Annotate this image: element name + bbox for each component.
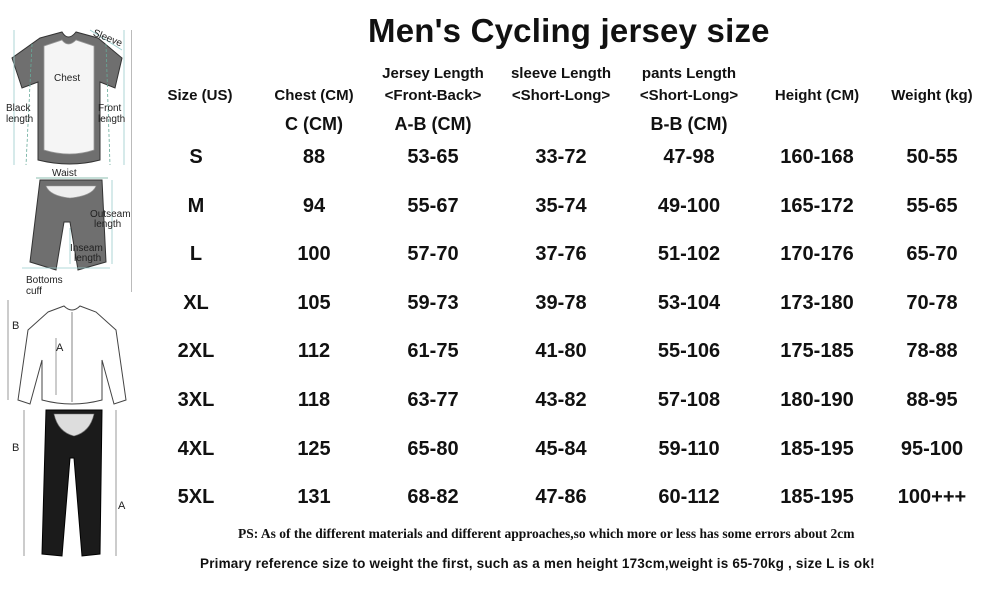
cell-jersey-length: 61-75 <box>407 340 459 362</box>
cell-pants-length: 51-102 <box>657 243 721 265</box>
cell-weight: 100+++ <box>897 486 967 508</box>
cell-weight: 95-100 <box>900 438 964 460</box>
cell-jersey-length: 65-80 <box>407 438 459 460</box>
header-weight: Weight (kg) <box>891 87 973 104</box>
cell-weight: 65-70 <box>906 243 958 265</box>
cell-chest: 105 <box>297 292 331 314</box>
subheader-pants: B-B (CM) <box>650 114 728 134</box>
garment-diagrams: Sleeve Chest Black length Front length W… <box>0 0 135 601</box>
cell-height: 160-168 <box>780 146 854 168</box>
inseam-label-1: Inseam <box>70 243 103 254</box>
cell-size: S <box>189 146 203 168</box>
cell-chest: 118 <box>297 389 331 411</box>
long-pants-drawing <box>23 409 117 557</box>
inseam-label-2: length <box>74 253 102 264</box>
cell-chest: 112 <box>297 340 331 362</box>
cell-height: 175-185 <box>780 340 854 362</box>
cell-size: L <box>189 243 203 265</box>
jersey-a-marker: A <box>56 342 64 354</box>
header-height: Height (CM) <box>774 87 860 104</box>
garment-illustration <box>7 29 127 557</box>
chest-label: Chest <box>54 73 81 84</box>
long-sleeve-jersey-drawing <box>7 300 127 405</box>
cell-height: 185-195 <box>780 438 854 460</box>
header-size: Size (US) <box>167 87 233 104</box>
cell-height: 170-176 <box>780 243 854 265</box>
back-length-label-2: length <box>6 114 34 125</box>
cell-weight: 88-95 <box>906 389 958 411</box>
cell-jersey-length: 53-65 <box>407 146 459 168</box>
cell-jersey-length: 55-67 <box>407 195 459 217</box>
pants-a-marker: A <box>118 500 126 512</box>
outseam-label-2: length <box>94 219 122 230</box>
cell-chest: 131 <box>297 486 331 508</box>
ps-note: PS: As of the different materials and di… <box>238 526 855 541</box>
page-title: Men's Cycling jersey size <box>368 12 770 49</box>
cell-weight: 70-78 <box>906 292 958 314</box>
cell-pants-length: 47-98 <box>663 146 715 168</box>
header-pants-length: pants Length <box>641 65 737 82</box>
waist-label: Waist <box>52 168 77 179</box>
header-pants-range: <Short-Long> <box>639 87 739 104</box>
cell-sleeve-length: 35-74 <box>535 195 587 217</box>
cell-size: 4XL <box>177 438 215 460</box>
cell-weight: 78-88 <box>906 340 958 362</box>
cell-height: 173-180 <box>780 292 854 314</box>
cell-jersey-length: 63-77 <box>407 389 459 411</box>
outseam-label-1: Outseam <box>90 209 131 220</box>
pants-b-marker: B <box>12 442 20 454</box>
cell-sleeve-length: 33-72 <box>535 146 587 168</box>
cell-sleeve-length: 37-76 <box>535 243 587 265</box>
cell-pants-length: 59-110 <box>658 438 720 460</box>
header-sleeve-length: sleeve Length <box>510 65 612 82</box>
front-length-label-2: length <box>98 114 126 125</box>
cell-size: 2XL <box>177 340 215 362</box>
shorts-drawing <box>22 177 113 271</box>
cell-chest: 125 <box>297 438 331 460</box>
primary-reference-note: Primary reference size to weight the fir… <box>200 556 875 571</box>
back-length-label-1: Black <box>6 103 31 114</box>
cell-sleeve-length: 43-82 <box>535 389 587 411</box>
cell-sleeve-length: 39-78 <box>535 292 587 314</box>
cell-sleeve-length: 45-84 <box>535 438 587 460</box>
cell-height: 180-190 <box>780 389 854 411</box>
cell-chest: 88 <box>302 146 326 168</box>
jersey-b-marker: B <box>12 320 20 332</box>
bottoms-cuff-label-1: Bottoms <box>26 275 63 286</box>
cell-height: 165-172 <box>780 195 854 217</box>
cell-sleeve-length: 47-86 <box>535 486 587 508</box>
cell-size: 3XL <box>177 389 215 411</box>
header-sleeve-range: <Short-Long> <box>511 87 611 104</box>
cell-chest: 94 <box>302 195 326 217</box>
front-length-label-1: Front <box>98 103 122 114</box>
cell-size: XL <box>183 292 209 314</box>
cell-pants-length: 53-104 <box>657 292 721 314</box>
cell-weight: 50-55 <box>906 146 958 168</box>
subheader-chest: C (CM) <box>285 114 343 134</box>
cell-size: M <box>187 195 205 217</box>
subheader-jersey: A-B (CM) <box>394 114 472 134</box>
cell-pants-length: 49-100 <box>657 195 721 217</box>
cell-pants-length: 57-108 <box>657 389 721 411</box>
cell-pants-length: 60-112 <box>658 486 720 508</box>
short-sleeve-jersey-drawing <box>11 29 125 166</box>
header-jersey-length: Jersey Length <box>382 65 484 82</box>
cell-weight: 55-65 <box>906 195 958 217</box>
diagram-divider <box>131 30 132 292</box>
cell-jersey-length: 59-73 <box>407 292 459 314</box>
cell-jersey-length: 68-82 <box>407 486 459 508</box>
bottoms-cuff-label-2: cuff <box>26 286 42 297</box>
header-jersey-range: <Front-Back> <box>384 87 482 104</box>
cell-chest: 100 <box>297 243 331 265</box>
cell-size: 5XL <box>177 486 215 508</box>
cell-height: 185-195 <box>780 486 854 508</box>
cell-pants-length: 55-106 <box>657 340 721 362</box>
header-chest: Chest (CM) <box>274 87 354 104</box>
cell-sleeve-length: 41-80 <box>535 340 587 362</box>
cell-jersey-length: 57-70 <box>407 243 459 265</box>
